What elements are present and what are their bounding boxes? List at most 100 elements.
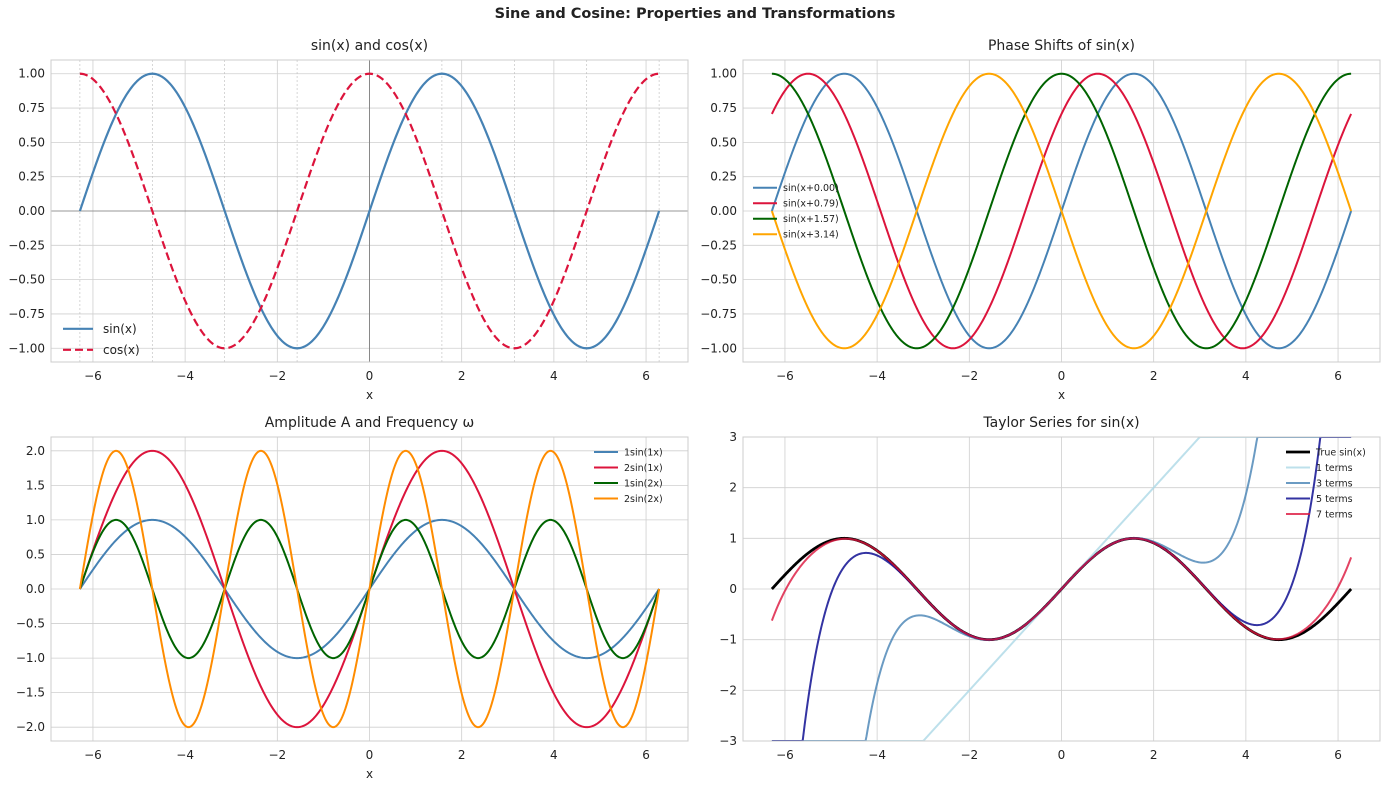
y-tick-label: 0.50: [18, 135, 45, 149]
x-axis-label: x: [1058, 388, 1065, 402]
x-tick-label: −4: [868, 369, 886, 383]
x-axis-label: x: [366, 767, 373, 781]
chart-panel-0: −6 −4 −2 0 2 4 6 −1.00 −0.75 −0.50 −0.25 0.00 0.25 0.…: [8, 38, 689, 402]
chart-title: Taylor Series for sin(x): [982, 415, 1139, 431]
y-tick-label: 2: [729, 481, 737, 495]
legend-label: 5 terms: [1316, 494, 1353, 505]
x-tick-label: 2: [458, 748, 466, 762]
series-line-4: [770, 537, 1353, 641]
legend-label: 3 terms: [1316, 478, 1353, 489]
legend-label: sin(x+0.00): [783, 183, 839, 194]
x-tick-label: −2: [268, 748, 286, 762]
x-tick-label: −2: [960, 369, 978, 383]
x-tick-label: 4: [550, 369, 558, 383]
x-axis-label: x: [366, 388, 373, 402]
x-tick-label: −6: [84, 748, 102, 762]
chart-panel-2: −6 −4 −2 0 2 4 6 −2.0 −1.5 −1.0 −0.5 0.0 0.5 1.0 1.5 2.…: [16, 415, 689, 781]
y-tick-label: 1: [729, 531, 737, 545]
x-tick-label: 0: [1058, 748, 1066, 762]
x-tick-label: 2: [1150, 369, 1158, 383]
chart-panel-3: −6 −4 −2 0 2 4 6 −3 −2 −1 0 1 2 3 Taylor Series for si…: [719, 415, 1381, 762]
y-tick-label: 1.00: [18, 67, 45, 81]
series-line-3: [770, 72, 1353, 350]
series-line-2: [771, 72, 1352, 350]
legend-label: 1sin(1x): [624, 447, 663, 458]
x-tick-label: 6: [642, 369, 650, 383]
legend: True sin(x) 1 terms 3 terms 5 terms 7 terms: [1286, 447, 1366, 520]
legend-label: 2sin(1x): [624, 463, 663, 474]
y-tick-label: 0.75: [18, 101, 45, 115]
y-tick-label: 0.25: [710, 170, 737, 184]
y-tick-label: −0.5: [16, 617, 45, 631]
chart-title: sin(x) and cos(x): [311, 38, 428, 54]
series-line-3: [78, 449, 661, 729]
y-tick-label: −1.00: [700, 341, 737, 355]
y-tick-label: −2.0: [16, 720, 45, 734]
x-tick-label: −4: [868, 748, 886, 762]
legend-label: 1sin(2x): [624, 478, 663, 489]
legend: 1sin(1x) 2sin(1x) 1sin(2x) 2sin(2x): [594, 447, 663, 505]
y-tick-label: −3: [719, 734, 737, 748]
x-tick-label: −6: [84, 369, 102, 383]
y-tick-label: −0.75: [700, 307, 737, 321]
legend-label: True sin(x): [1315, 447, 1366, 458]
x-tick-label: 6: [1334, 748, 1342, 762]
figure-suptitle: Sine and Cosine: Properties and Transfor…: [494, 6, 896, 22]
legend-label: cos(x): [103, 343, 140, 357]
y-tick-label: −1.00: [8, 341, 45, 355]
y-tick-label: 0.0: [26, 582, 45, 596]
legend-label: sin(x): [103, 322, 137, 336]
y-tick-label: −1.0: [16, 651, 45, 665]
x-tick-label: −6: [776, 369, 794, 383]
x-tick-label: −6: [776, 748, 794, 762]
x-tick-label: 4: [1242, 369, 1250, 383]
y-tick-label: 1.5: [26, 478, 45, 492]
y-tick-label: 3: [729, 430, 737, 444]
series-line-1: [79, 72, 660, 350]
x-tick-label: 6: [1334, 369, 1342, 383]
legend: sin(x+0.00) sin(x+0.79) sin(x+1.57) sin(x+3…: [753, 183, 839, 241]
x-tick-label: −4: [176, 748, 194, 762]
y-tick-label: 2.0: [26, 444, 45, 458]
legend-label: sin(x+0.79): [783, 199, 839, 210]
legend: sin(x) cos(x): [63, 322, 140, 357]
y-tick-label: −2: [719, 683, 737, 697]
x-tick-label: −2: [960, 748, 978, 762]
chart-title: Phase Shifts of sin(x): [988, 38, 1135, 54]
x-tick-label: 4: [1242, 748, 1250, 762]
x-tick-label: 2: [458, 369, 466, 383]
series-line-1: [770, 72, 1353, 350]
y-tick-label: 1.0: [26, 513, 45, 527]
y-tick-label: 0.5: [26, 547, 45, 561]
y-tick-label: 1.00: [710, 67, 737, 81]
axes-frame: [742, 59, 1381, 363]
legend-label: sin(x+3.14): [783, 230, 839, 241]
y-tick-label: −0.50: [700, 273, 737, 287]
x-tick-label: 0: [1058, 369, 1066, 383]
x-tick-label: 2: [1150, 748, 1158, 762]
y-tick-label: 0.00: [710, 204, 737, 218]
x-tick-label: 0: [366, 748, 374, 762]
y-tick-label: 0.25: [18, 170, 45, 184]
x-tick-label: 6: [642, 748, 650, 762]
axes-frame: [50, 59, 689, 363]
legend-label: 1 terms: [1316, 463, 1353, 474]
series-line-0: [78, 72, 661, 350]
y-tick-label: −1.5: [16, 686, 45, 700]
legend-label: 2sin(2x): [624, 494, 663, 505]
y-tick-label: −1: [719, 633, 737, 647]
x-tick-label: 0: [366, 369, 374, 383]
legend-label: 7 terms: [1316, 509, 1353, 520]
y-tick-label: −0.25: [700, 238, 737, 252]
axes-frame: [742, 436, 1381, 742]
y-tick-label: 0.00: [18, 204, 45, 218]
y-tick-label: 0: [729, 582, 737, 596]
y-tick-label: −0.75: [8, 307, 45, 321]
chart-panel-1: −6 −4 −2 0 2 4 6 −1.00 −0.75 −0.50 −0.25 0.00 0.25 0.…: [700, 38, 1381, 402]
legend-label: sin(x+1.57): [783, 214, 839, 225]
y-tick-label: −0.25: [8, 238, 45, 252]
x-tick-label: 4: [550, 748, 558, 762]
y-tick-label: 0.50: [710, 135, 737, 149]
